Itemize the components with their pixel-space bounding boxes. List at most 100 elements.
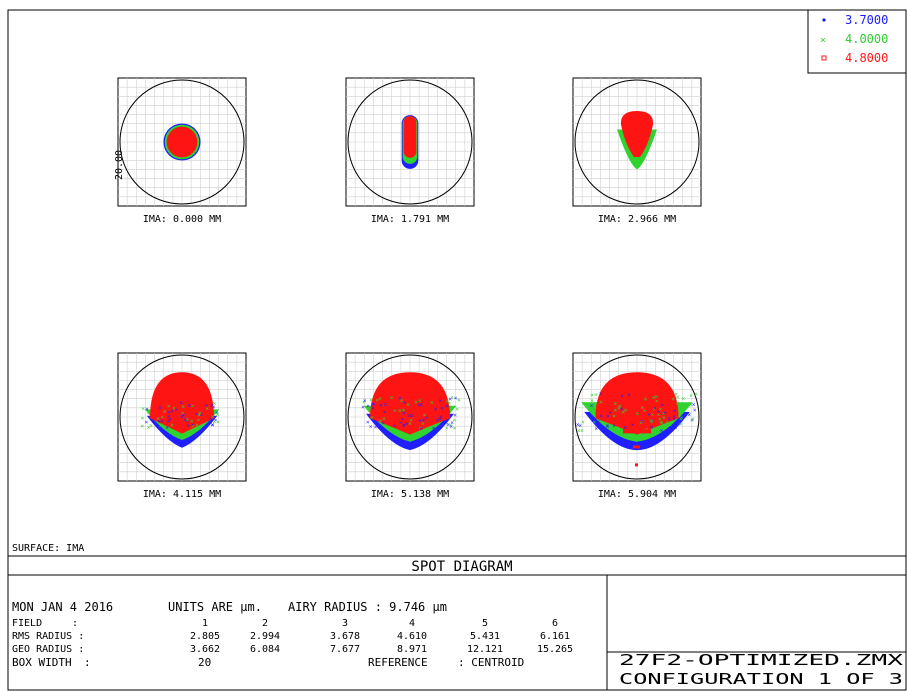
spot-point: ×: [436, 417, 440, 424]
geo-label: GEO RADIUS :: [12, 644, 84, 655]
spot-point: ×: [599, 413, 603, 420]
field-image-label: IMA: 5.904 MM: [598, 489, 676, 500]
legend-label: 4.8000: [845, 51, 888, 65]
spot-point: ×: [371, 405, 375, 412]
spot-point: ×: [636, 410, 640, 417]
spot-points: [163, 123, 200, 160]
spot-point: ×: [185, 417, 189, 424]
spot-point: ×: [191, 403, 195, 410]
box-width-value: 20: [198, 656, 211, 669]
spot-point: ×: [659, 406, 663, 413]
spot-point: ×: [145, 419, 149, 426]
spot-point: ×: [586, 401, 590, 408]
spot-point: [635, 463, 638, 466]
spot-point: ×: [432, 425, 436, 432]
geo-value: 15.265: [537, 644, 573, 655]
file-name: 27F2-OPTIMIZED.ZMX: [619, 651, 903, 669]
rms-value: 2.805: [190, 631, 220, 642]
spot-point: ×: [580, 427, 584, 434]
field-image-label: IMA: 1.791 MM: [371, 214, 449, 225]
spot-point: ×: [172, 405, 176, 412]
field-image-label: IMA: 2.966 MM: [598, 214, 676, 225]
spot-point: ×: [676, 400, 680, 407]
box-width-colon: :: [84, 656, 91, 669]
rms-label: RMS RADIUS :: [12, 631, 84, 642]
rms-value: 2.994: [250, 631, 280, 642]
spot-point: ×: [672, 416, 676, 423]
spot-point: ×: [156, 416, 160, 423]
spot-point: ×: [643, 407, 647, 414]
spot-point: ×: [439, 413, 443, 420]
spot-point: ×: [669, 422, 673, 429]
spot-point: ×: [188, 403, 192, 410]
spot-point: ×: [211, 421, 215, 428]
spot-point: ×: [369, 424, 373, 431]
spot-point: ×: [370, 414, 374, 421]
spot-point: ×: [393, 423, 397, 430]
rms-value: 5.431: [470, 631, 500, 642]
spot-point: ×: [141, 406, 145, 413]
spot-point: ×: [195, 422, 199, 429]
spot-point: ×: [402, 407, 406, 414]
spot-point: ×: [694, 391, 698, 398]
series-4.8000-spot: [167, 127, 198, 158]
spot-point: ×: [430, 399, 434, 406]
spot-point: ×: [398, 395, 402, 402]
spot-point: ×: [198, 410, 202, 417]
legend-marker: [822, 18, 825, 21]
rms-value: 6.161: [540, 631, 570, 642]
geo-value: 6.084: [250, 644, 280, 655]
spot-point: ×: [438, 398, 442, 405]
spot-points: [402, 115, 419, 169]
spot-point: ×: [679, 416, 683, 423]
spot-point: ×: [180, 413, 184, 420]
spot-point: ×: [165, 424, 169, 431]
spot-panel: IMA: 1.791 MM: [346, 78, 474, 225]
spot-point: ×: [627, 391, 631, 398]
spot-point: ×: [179, 399, 183, 406]
spot-point: ×: [654, 394, 658, 401]
spot-point: ×: [674, 425, 678, 432]
field-image-label: IMA: 0.000 MM: [143, 214, 221, 225]
spot-point: ×: [363, 397, 367, 404]
spot-panel: ××××××××××××××××××××××××××××××××××××××××…: [118, 353, 246, 500]
spot-point: ×: [381, 420, 385, 427]
spot-point: ×: [160, 418, 164, 425]
spot-point: ×: [393, 407, 397, 414]
spot-point: ×: [687, 412, 691, 419]
spot-point: ×: [419, 425, 423, 432]
spot-point: ×: [216, 419, 220, 426]
spot-point: ×: [453, 412, 457, 419]
spot-point: ×: [440, 405, 444, 412]
spot-point: ×: [639, 419, 643, 426]
spot-point: ×: [660, 427, 664, 434]
spot-point: ×: [158, 405, 162, 412]
footer-units: UNITS ARE µm.: [168, 600, 262, 614]
spot-point: ×: [691, 416, 695, 423]
spot-point: ×: [693, 407, 697, 414]
field-colon: :: [72, 618, 78, 629]
spot-point: ×: [409, 417, 413, 424]
rms-value: 3.678: [330, 631, 360, 642]
legend: 3.7000 × 4.0000 4.8000: [808, 10, 906, 73]
spot-point: ×: [620, 406, 624, 413]
spot-point: ×: [620, 393, 624, 400]
spot-point: [623, 429, 651, 433]
rms-value: 4.610: [397, 631, 427, 642]
spot-point: ×: [212, 404, 216, 411]
spot-point: ×: [594, 425, 598, 432]
surface-label: SURFACE: IMA: [12, 543, 84, 554]
footer-airy: AIRY RADIUS : 9.746 µm: [288, 600, 447, 614]
spot-point: ×: [383, 409, 387, 416]
spot-point: ×: [594, 392, 598, 399]
field-image-label: IMA: 5.138 MM: [371, 489, 449, 500]
spot-point: ×: [399, 420, 403, 427]
field-number: 5: [482, 618, 488, 629]
spot-point: ×: [205, 402, 209, 409]
spot-point: ×: [644, 396, 648, 403]
spot-panel: ××××××××××××××××××××××××××××××××××××××××…: [346, 353, 474, 500]
spot-point: ×: [374, 424, 378, 431]
spot-point: ×: [599, 399, 603, 406]
configuration-label: CONFIGURATION 1 OF 3: [619, 670, 903, 688]
